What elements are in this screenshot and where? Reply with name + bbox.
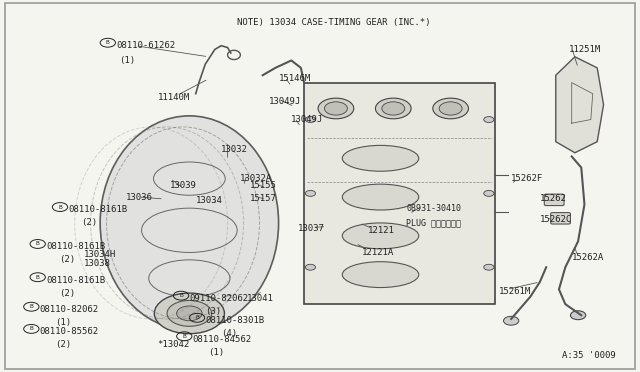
- Text: PLUG プラグ（１）: PLUG プラグ（１）: [406, 218, 461, 227]
- Circle shape: [504, 316, 519, 325]
- Text: (4): (4): [221, 329, 237, 338]
- Text: B: B: [29, 326, 33, 331]
- Text: 15155: 15155: [250, 182, 276, 190]
- Text: 13036: 13036: [125, 193, 152, 202]
- Text: 13041: 13041: [246, 294, 273, 303]
- Text: B: B: [182, 334, 186, 339]
- Circle shape: [382, 102, 404, 115]
- FancyBboxPatch shape: [544, 194, 564, 206]
- Text: *13042: *13042: [157, 340, 189, 349]
- Text: 08110-84562: 08110-84562: [193, 335, 252, 344]
- Text: 13032A: 13032A: [241, 174, 273, 183]
- Text: 15262C: 15262C: [540, 215, 572, 224]
- Text: 08110-8301B: 08110-8301B: [205, 316, 264, 325]
- Circle shape: [570, 311, 586, 320]
- Text: 12121A: 12121A: [362, 248, 394, 257]
- Circle shape: [305, 116, 316, 122]
- Text: B: B: [195, 315, 199, 320]
- Text: (2): (2): [59, 255, 75, 264]
- Text: B: B: [36, 241, 40, 247]
- Circle shape: [376, 98, 411, 119]
- Text: 09110-82062: 09110-82062: [189, 294, 248, 303]
- Ellipse shape: [342, 184, 419, 210]
- Text: 15157: 15157: [250, 195, 276, 203]
- FancyBboxPatch shape: [550, 212, 570, 224]
- Circle shape: [484, 190, 494, 196]
- Text: 08110-82062: 08110-82062: [40, 305, 99, 314]
- Text: 15261M: 15261M: [499, 287, 531, 296]
- Text: A:35 '0009: A:35 '0009: [562, 351, 616, 360]
- Ellipse shape: [342, 223, 419, 249]
- Text: 11140M: 11140M: [157, 93, 189, 102]
- Text: (2): (2): [56, 340, 72, 349]
- Circle shape: [484, 116, 494, 122]
- Text: 08110-61262: 08110-61262: [116, 41, 175, 50]
- Text: 08110-8161B: 08110-8161B: [46, 276, 105, 285]
- Circle shape: [305, 190, 316, 196]
- Circle shape: [177, 306, 202, 321]
- Ellipse shape: [342, 145, 419, 171]
- Circle shape: [439, 102, 462, 115]
- Text: 08931-30410: 08931-30410: [406, 203, 461, 213]
- Circle shape: [305, 264, 316, 270]
- Text: B: B: [36, 275, 40, 280]
- Text: 13032: 13032: [221, 145, 248, 154]
- Text: 15262: 15262: [540, 195, 566, 203]
- Text: B: B: [58, 205, 62, 209]
- Ellipse shape: [167, 301, 212, 326]
- Polygon shape: [556, 57, 604, 153]
- Text: 12121: 12121: [368, 226, 395, 235]
- Text: 13034H: 13034H: [84, 250, 116, 259]
- Text: 15262A: 15262A: [572, 253, 604, 263]
- Text: 15262F: 15262F: [511, 174, 543, 183]
- Text: 08110-85562: 08110-85562: [40, 327, 99, 336]
- Text: (2): (2): [81, 218, 97, 227]
- Text: B: B: [179, 293, 183, 298]
- Ellipse shape: [100, 116, 278, 330]
- Text: (1): (1): [119, 56, 136, 65]
- Circle shape: [484, 264, 494, 270]
- Circle shape: [433, 98, 468, 119]
- Circle shape: [324, 102, 348, 115]
- Text: NOTE) 13034 CASE-TIMING GEAR (INC.*): NOTE) 13034 CASE-TIMING GEAR (INC.*): [237, 18, 431, 28]
- Text: 11251M: 11251M: [568, 45, 601, 54]
- Text: 13049J: 13049J: [291, 115, 324, 124]
- Ellipse shape: [342, 262, 419, 288]
- Text: 13034: 13034: [196, 196, 223, 205]
- Text: 13037: 13037: [298, 224, 324, 233]
- Text: 08110-8161B: 08110-8161B: [46, 243, 105, 251]
- Text: (1): (1): [56, 318, 72, 327]
- Ellipse shape: [154, 293, 225, 334]
- Text: (3): (3): [205, 307, 221, 316]
- Text: (1): (1): [209, 348, 225, 357]
- Text: 13038: 13038: [84, 259, 111, 268]
- Text: 08110-8161B: 08110-8161B: [68, 205, 127, 215]
- Text: 15146M: 15146M: [278, 74, 311, 83]
- Text: 13039: 13039: [170, 182, 197, 190]
- Text: B: B: [29, 304, 33, 309]
- Text: B: B: [106, 40, 109, 45]
- FancyBboxPatch shape: [304, 83, 495, 304]
- Text: 13049J: 13049J: [269, 97, 301, 106]
- Circle shape: [318, 98, 354, 119]
- Text: (2): (2): [59, 289, 75, 298]
